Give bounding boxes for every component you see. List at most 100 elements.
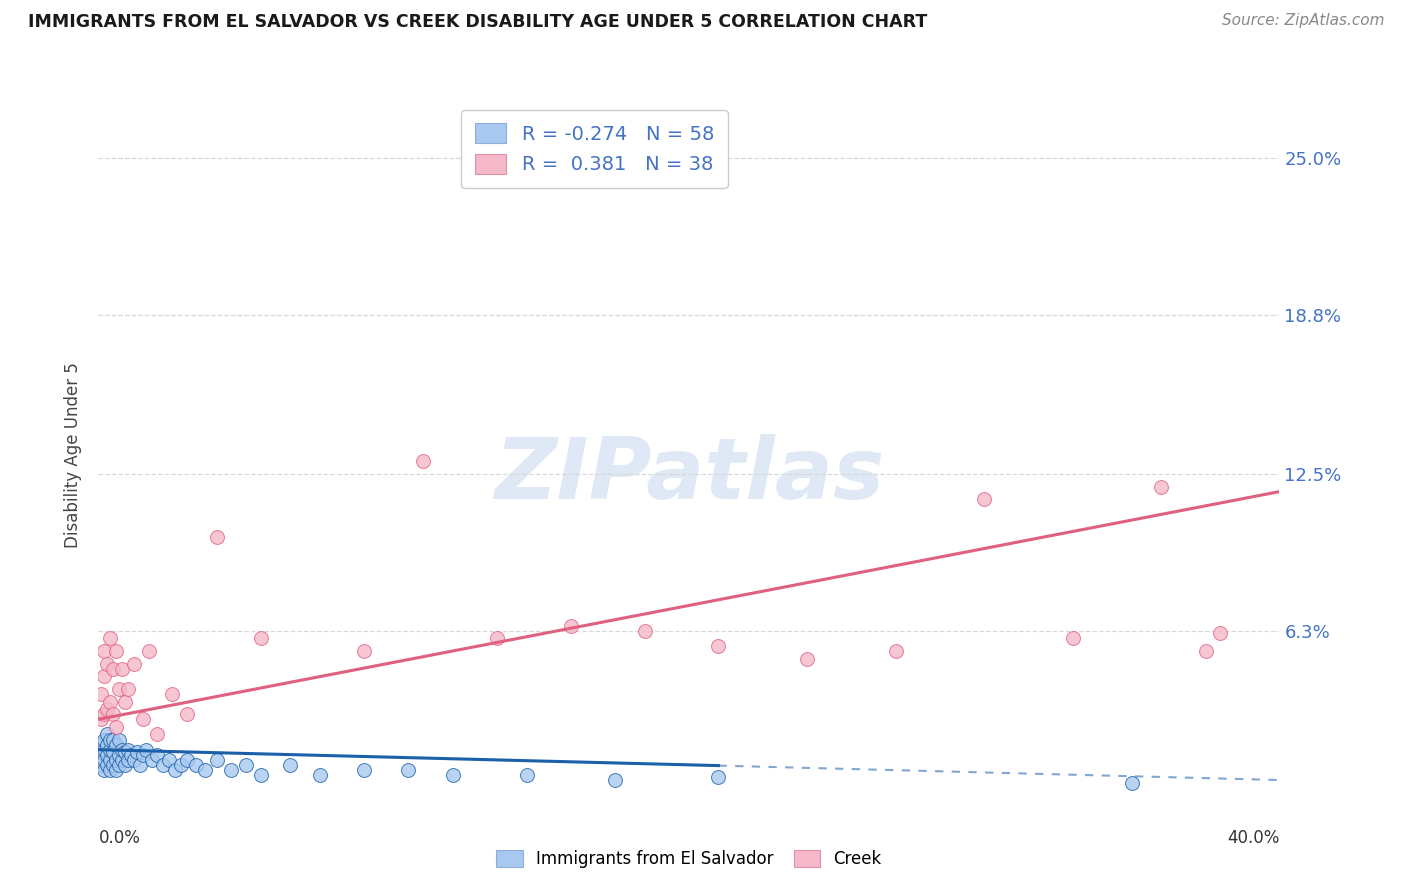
Point — [96, 738, 118, 752]
Point — [98, 695, 121, 709]
Point — [98, 732, 121, 747]
Point — [128, 757, 150, 772]
Text: 0.0%: 0.0% — [98, 829, 141, 847]
Point — [1121, 775, 1143, 789]
Point — [141, 753, 163, 767]
Point — [111, 753, 134, 767]
Point — [170, 757, 193, 772]
Point — [93, 742, 115, 756]
Point — [111, 742, 134, 756]
Point — [146, 727, 169, 741]
Text: IMMIGRANTS FROM EL SALVADOR VS CREEK DISABILITY AGE UNDER 5 CORRELATION CHART: IMMIGRANTS FROM EL SALVADOR VS CREEK DIS… — [28, 13, 928, 31]
Point — [103, 757, 125, 772]
Point — [105, 644, 128, 658]
Point — [111, 662, 134, 676]
Point — [120, 747, 142, 762]
Point — [486, 632, 509, 646]
Point — [108, 732, 131, 747]
Point — [165, 763, 187, 777]
Point — [90, 738, 112, 752]
Point — [1195, 644, 1218, 658]
Text: Source: ZipAtlas.com: Source: ZipAtlas.com — [1222, 13, 1385, 29]
Point — [93, 669, 115, 683]
Point — [194, 763, 217, 777]
Point — [1150, 479, 1173, 493]
Point — [633, 624, 655, 638]
Text: 40.0%: 40.0% — [1227, 829, 1279, 847]
Point — [707, 639, 730, 653]
Point — [96, 702, 118, 716]
Point — [796, 651, 818, 665]
Point — [205, 753, 228, 767]
Point — [125, 745, 148, 759]
Point — [98, 753, 121, 767]
Point — [96, 747, 118, 762]
Legend: Immigrants from El Salvador, Creek: Immigrants from El Salvador, Creek — [489, 843, 889, 874]
Point — [205, 530, 228, 544]
Point — [114, 745, 136, 759]
Point — [90, 757, 112, 772]
Point — [96, 757, 118, 772]
Point — [132, 712, 155, 726]
Point — [605, 772, 627, 787]
Point — [515, 768, 537, 782]
Point — [103, 745, 125, 759]
Point — [1209, 626, 1232, 640]
Point — [146, 747, 169, 762]
Point — [114, 757, 136, 772]
Point — [250, 768, 273, 782]
Point — [707, 771, 730, 785]
Point — [176, 753, 198, 767]
Point — [105, 763, 128, 777]
Point — [412, 454, 434, 468]
Point — [278, 757, 302, 772]
Point — [105, 738, 128, 752]
Point — [122, 657, 145, 671]
Point — [96, 657, 118, 671]
Point — [96, 727, 118, 741]
Point — [353, 763, 375, 777]
Point — [93, 707, 115, 722]
Point — [93, 753, 115, 767]
Point — [138, 644, 160, 658]
Point — [884, 644, 907, 658]
Point — [152, 757, 174, 772]
Point — [90, 745, 112, 759]
Point — [157, 753, 180, 767]
Point — [93, 644, 115, 658]
Point — [105, 753, 128, 767]
Point — [117, 753, 139, 767]
Point — [309, 768, 332, 782]
Point — [441, 768, 464, 782]
Y-axis label: Disability Age Under 5: Disability Age Under 5 — [65, 362, 83, 548]
Point — [560, 618, 582, 632]
Point — [184, 757, 207, 772]
Point — [122, 753, 145, 767]
Point — [176, 707, 198, 722]
Point — [1062, 632, 1084, 646]
Point — [90, 687, 112, 701]
Point — [235, 757, 257, 772]
Point — [93, 763, 115, 777]
Point — [90, 712, 112, 726]
Point — [117, 681, 139, 696]
Point — [103, 732, 125, 747]
Point — [135, 742, 157, 756]
Point — [108, 681, 131, 696]
Point — [117, 742, 139, 756]
Point — [250, 632, 273, 646]
Point — [396, 763, 419, 777]
Point — [353, 644, 375, 658]
Text: ZIPatlas: ZIPatlas — [494, 434, 884, 517]
Point — [973, 492, 995, 507]
Point — [103, 707, 125, 722]
Point — [98, 632, 121, 646]
Point — [219, 763, 242, 777]
Point — [93, 732, 115, 747]
Point — [98, 742, 121, 756]
Point — [108, 757, 131, 772]
Point — [98, 763, 121, 777]
Point — [132, 747, 155, 762]
Point — [108, 747, 131, 762]
Point — [105, 720, 128, 734]
